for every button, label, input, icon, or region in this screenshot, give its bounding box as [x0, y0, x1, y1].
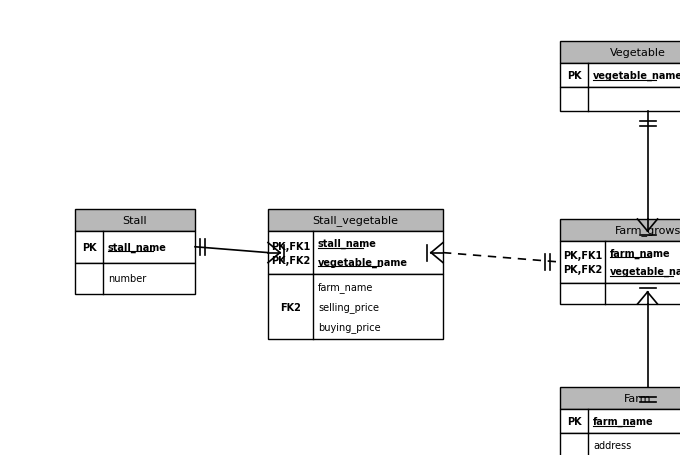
- Text: buying_price: buying_price: [318, 321, 381, 332]
- Bar: [560, 409, 680, 433]
- Bar: [560, 242, 680, 283]
- Text: PK,FK1
PK,FK2: PK,FK1 PK,FK2: [563, 250, 602, 274]
- Text: PK: PK: [566, 416, 581, 426]
- Text: FK2: FK2: [280, 302, 301, 312]
- Text: number: number: [108, 273, 146, 283]
- Bar: [560, 88, 680, 112]
- Bar: [75, 210, 195, 232]
- Bar: [560, 433, 680, 455]
- Bar: [268, 275, 443, 339]
- Bar: [560, 283, 680, 304]
- Bar: [75, 263, 195, 294]
- Text: Stall: Stall: [122, 216, 148, 226]
- Text: farm_name: farm_name: [610, 248, 670, 258]
- Text: stall_name: stall_name: [108, 242, 167, 253]
- Bar: [268, 232, 443, 275]
- Bar: [560, 219, 680, 242]
- Bar: [268, 210, 443, 232]
- Text: Farm_grows: Farm_grows: [614, 225, 680, 236]
- Text: PK: PK: [82, 242, 97, 252]
- Text: stall_name: stall_name: [318, 238, 377, 249]
- Bar: [560, 64, 680, 88]
- Text: address: address: [593, 440, 631, 450]
- Text: farm_name: farm_name: [318, 282, 373, 293]
- Text: PK: PK: [566, 71, 581, 81]
- Text: Farm: Farm: [624, 393, 651, 403]
- Text: farm_name: farm_name: [593, 416, 653, 426]
- Text: PK,FK1
PK,FK2: PK,FK1 PK,FK2: [271, 241, 310, 265]
- Text: vegetable_name: vegetable_name: [610, 267, 680, 277]
- Text: selling_price: selling_price: [318, 302, 379, 313]
- Text: vegetable_name: vegetable_name: [593, 71, 680, 81]
- Text: Vegetable: Vegetable: [609, 48, 666, 58]
- Bar: [560, 387, 680, 409]
- Text: Stall_vegetable: Stall_vegetable: [313, 215, 398, 226]
- Text: vegetable_name: vegetable_name: [318, 257, 408, 268]
- Bar: [75, 232, 195, 263]
- Bar: [560, 42, 680, 64]
